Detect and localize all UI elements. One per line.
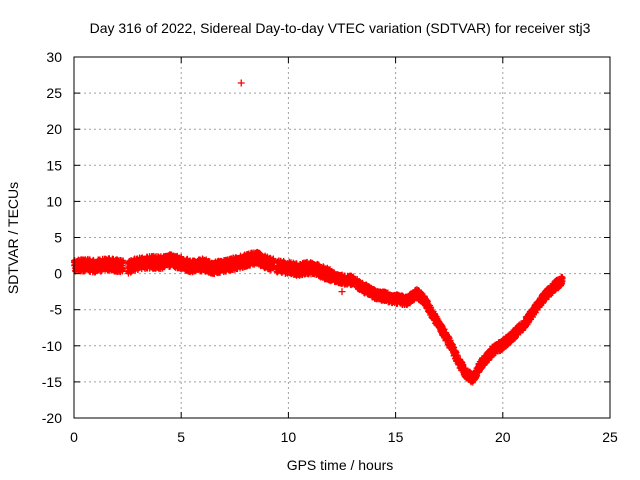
data-points — [71, 79, 566, 386]
y-tick-label: 30 — [46, 49, 62, 65]
y-tick-label: 25 — [46, 85, 62, 101]
data-point — [474, 372, 481, 379]
y-tick-label: 0 — [54, 266, 62, 282]
x-tick-label: 5 — [177, 429, 185, 445]
x-tick-label: 10 — [281, 429, 297, 445]
y-tick-label: 15 — [46, 157, 62, 173]
y-tick-label: 5 — [54, 230, 62, 246]
data-point — [119, 266, 126, 273]
data-point — [559, 275, 566, 282]
grid-lines — [74, 57, 610, 418]
y-tick-label: -15 — [42, 374, 62, 390]
y-tick-label: -10 — [42, 338, 62, 354]
data-point — [270, 264, 277, 271]
x-tick-label: 20 — [495, 429, 511, 445]
data-point — [270, 256, 277, 263]
y-tick-label: 10 — [46, 193, 62, 209]
x-tick-label: 25 — [602, 429, 618, 445]
x-tick-label: 0 — [70, 429, 78, 445]
y-tick-label: 20 — [46, 121, 62, 137]
x-tick-label: 15 — [388, 429, 404, 445]
y-axis-title: SDTVAR / TECUs — [5, 182, 21, 294]
data-point — [338, 288, 346, 296]
y-tick-label: -20 — [42, 410, 62, 426]
data-point — [237, 79, 245, 87]
chart-title: Day 316 of 2022, Sidereal Day-to-day VTE… — [90, 20, 591, 36]
x-axis-title: GPS time / hours — [287, 457, 394, 473]
axis-ticks: 0 5 10 15 20 25 30 25 20 15 10 5 0 -5 -10 -15 -20 — [42, 49, 618, 445]
y-tick-label: -5 — [50, 302, 63, 318]
data-point — [120, 258, 127, 265]
